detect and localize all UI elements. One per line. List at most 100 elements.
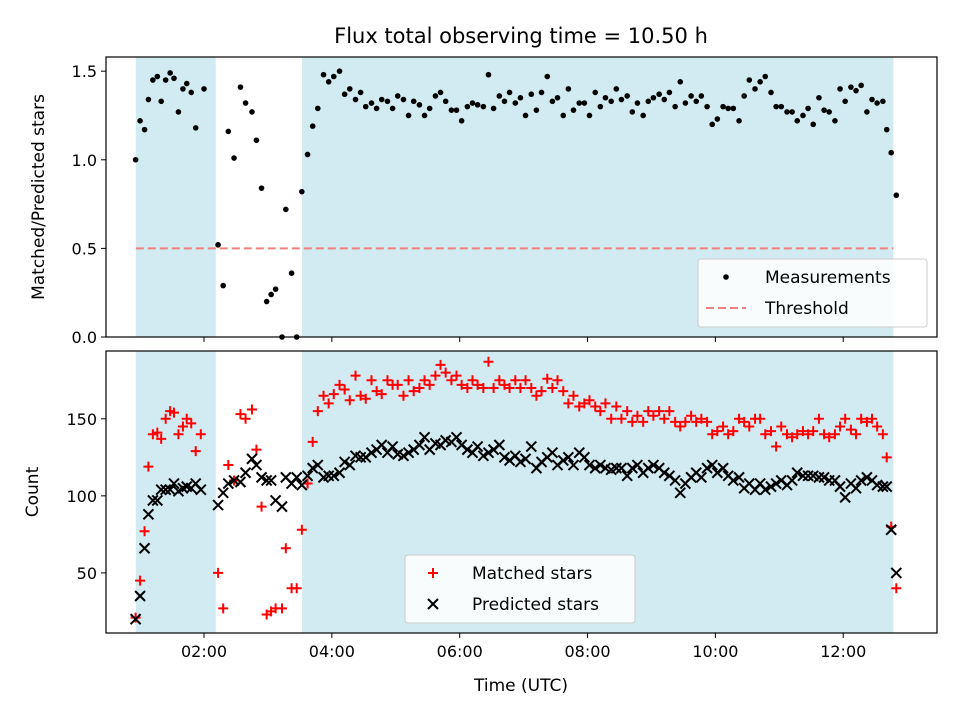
data-point [138,542,151,554]
data-point [304,151,311,158]
data-point [498,451,511,464]
data-point [180,86,186,92]
data-point [824,432,835,443]
data-point [522,112,529,119]
data-point [640,112,646,119]
data-point [526,382,537,393]
data-point [881,452,892,463]
data-point [421,112,428,119]
data-point [855,474,867,487]
data-point [664,406,675,417]
data-point [810,121,817,128]
legend-label: Threshold [764,299,849,319]
data-point [816,94,822,101]
data-point [802,470,814,482]
data-point [891,583,902,594]
data-point [188,89,195,96]
data-point [706,459,718,471]
data-point [877,429,888,440]
data-point [142,508,155,521]
data-point [832,117,838,124]
data-point [339,384,350,395]
data-point [717,462,729,474]
data-point [611,401,622,412]
data-point [314,105,321,112]
y-axis-label: Count [23,466,43,517]
axes-frame [105,350,938,634]
x-tick-label: 12:00 [820,642,866,661]
data-point [688,93,694,99]
data-point [744,421,755,432]
data-point [856,413,867,424]
data-point [398,390,409,401]
data-point [137,117,143,124]
data-point [821,107,827,113]
data-point [533,107,540,113]
data-point [514,456,527,468]
data-point [576,100,583,106]
data-point [712,426,723,437]
data-point [478,382,489,393]
y-tick-label: 150 [66,410,97,429]
data-point [624,93,630,99]
data-point [150,77,156,83]
data-point [237,84,244,90]
data-point [574,401,585,412]
data-point [453,107,460,113]
bottom-panel-counts: 50 100 150 02:00 04:00 06:00 08:00 10:00 12:00 Co… [23,350,938,661]
data-point [334,379,345,390]
data-point [776,421,787,432]
data-point [840,413,851,424]
data-point [350,370,361,381]
data-point [803,429,814,440]
data-point [382,375,393,386]
data-point [147,494,159,507]
data-point [483,356,494,367]
data-point [488,382,499,393]
data-point [520,375,531,386]
data-point [296,479,308,491]
data-point [552,375,563,386]
data-point [834,480,846,493]
data-point [762,73,769,80]
data-point [702,416,713,427]
x-tick-label: 08:00 [564,642,610,661]
data-point [741,93,747,99]
data-point [826,109,832,115]
data-point [622,406,633,417]
data-point [328,389,339,400]
data-point [720,103,726,110]
data-point [212,499,224,511]
data-point [268,291,274,298]
data-point [656,91,662,98]
data-point [616,413,627,424]
data-point [813,413,824,424]
data-point [323,398,334,409]
data-point [643,406,654,417]
data-point [848,84,854,90]
data-point [167,70,173,76]
data-point [592,89,599,96]
data-point [496,93,503,99]
data-point [693,98,700,105]
data-point [246,404,257,415]
data-point [462,382,473,393]
data-point [378,96,385,103]
data-point [631,459,644,471]
data-point [152,427,163,438]
observing-window-shade [135,57,216,337]
y-axis-label: Matched/Predicted stars [29,94,49,300]
legend-label: Measurements [765,268,891,288]
data-point [215,242,221,248]
data-point [392,379,403,390]
data-point [253,137,260,144]
data-point [368,100,375,106]
data-point [183,80,190,87]
data-point [645,98,652,105]
data-point [536,386,547,397]
data-point [600,398,611,409]
data-point [531,390,542,401]
data-point [659,413,670,424]
series-measurements [132,68,900,340]
data-point [242,100,249,106]
